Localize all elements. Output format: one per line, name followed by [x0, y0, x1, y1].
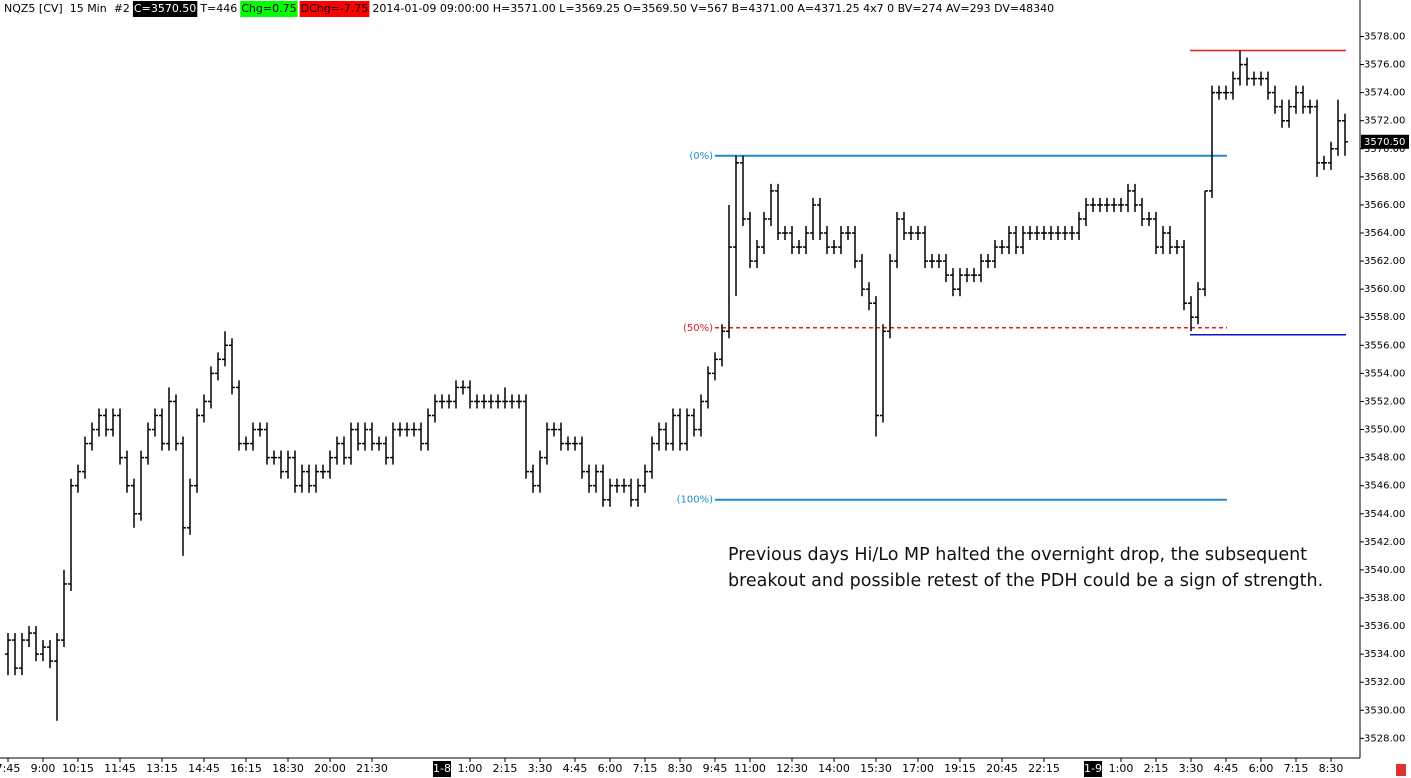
- last-price-label: 3570.50: [1364, 137, 1405, 148]
- x-tick-label: 11:00: [734, 762, 766, 775]
- corner-button[interactable]: [1396, 764, 1406, 776]
- x-tick-label: 18:30: [272, 762, 304, 775]
- date-marker-label: 1-9: [1084, 762, 1102, 775]
- x-tick-label: 20:45: [986, 762, 1018, 775]
- x-tick-label: 4:45: [1214, 762, 1239, 775]
- header-highlight: [299, 1, 370, 17]
- x-tick-label: 8:30: [1319, 762, 1344, 775]
- x-tick-label: 14:00: [818, 762, 850, 775]
- y-tick-label: 3578.00: [1364, 31, 1405, 42]
- x-tick-label: 9:45: [703, 762, 728, 775]
- y-tick-label: 3530.00: [1364, 705, 1405, 716]
- x-tick-label: 14:45: [188, 762, 220, 775]
- x-tick-label: 12:30: [776, 762, 808, 775]
- y-tick-label: 3566.00: [1364, 200, 1405, 211]
- y-tick-label: 3568.00: [1364, 172, 1405, 183]
- x-tick-label: 17:00: [902, 762, 934, 775]
- y-tick-label: 3532.00: [1364, 677, 1405, 688]
- x-tick-label: 6:00: [598, 762, 623, 775]
- x-tick-label: 22:15: [1028, 762, 1060, 775]
- y-tick-label: 3554.00: [1364, 368, 1405, 379]
- annotation: breakout and possible retest of the PDH …: [728, 571, 1323, 591]
- x-tick-label: 20:00: [314, 762, 346, 775]
- y-tick-label: 3564.00: [1364, 228, 1405, 239]
- y-tick-label: 3528.00: [1364, 733, 1405, 744]
- y-tick-label: 3576.00: [1364, 60, 1405, 71]
- x-tick-label: 16:15: [230, 762, 262, 775]
- x-tick-label: 7:15: [1284, 762, 1309, 775]
- header-item: 2014-01-09 09:00:00 H=3571.00 L=3569.25 …: [372, 2, 1054, 15]
- x-tick-label: 1:00: [1109, 762, 1134, 775]
- y-tick-label: 3548.00: [1364, 453, 1405, 464]
- fib-level-label: (100%): [677, 495, 713, 506]
- y-tick-label: 3574.00: [1364, 88, 1405, 99]
- header-item: DChg=-7.75: [301, 2, 369, 15]
- x-tick-label: 3:30: [528, 762, 553, 775]
- y-tick-label: 3546.00: [1364, 481, 1405, 492]
- header-item: T=446: [199, 2, 237, 15]
- y-tick-label: 3556.00: [1364, 340, 1405, 351]
- y-tick-label: 3562.00: [1364, 256, 1405, 267]
- y-tick-label: 3572.00: [1364, 116, 1405, 127]
- x-tick-label: 7:45: [0, 762, 20, 775]
- x-tick-label: 2:15: [493, 762, 518, 775]
- x-tick-label: 3:30: [1179, 762, 1204, 775]
- x-tick-label: 8:30: [668, 762, 693, 775]
- header-highlight: [240, 1, 298, 17]
- y-tick-label: 3558.00: [1364, 312, 1405, 323]
- x-tick-label: 7:15: [633, 762, 658, 775]
- x-tick-label: 1:00: [458, 762, 483, 775]
- fib-level-label: (50%): [683, 323, 713, 334]
- x-tick-label: 9:00: [31, 762, 56, 775]
- header-highlight: [132, 1, 198, 17]
- x-tick-label: 15:30: [860, 762, 892, 775]
- x-tick-label: 2:15: [1144, 762, 1169, 775]
- y-tick-label: 3534.00: [1364, 649, 1405, 660]
- y-tick-label: 3550.00: [1364, 425, 1405, 436]
- y-tick-label: 3570.00: [1364, 144, 1405, 155]
- x-tick-label: 10:15: [62, 762, 94, 775]
- date-marker-box: [1084, 761, 1102, 777]
- y-tick-label: 3560.00: [1364, 284, 1405, 295]
- y-tick-label: 3542.00: [1364, 537, 1405, 548]
- header-item: Chg=0.75: [241, 2, 296, 15]
- y-tick-label: 3540.00: [1364, 565, 1405, 576]
- y-tick-label: 3544.00: [1364, 509, 1405, 520]
- annotation: Previous days Hi/Lo MP halted the overni…: [728, 545, 1307, 565]
- y-tick-label: 3552.00: [1364, 396, 1405, 407]
- x-tick-label: 19:15: [944, 762, 976, 775]
- x-tick-label: 21:30: [356, 762, 388, 775]
- x-tick-label: 4:45: [563, 762, 588, 775]
- x-tick-label: 13:15: [146, 762, 178, 775]
- y-tick-label: 3538.00: [1364, 593, 1405, 604]
- header-item: NQZ5 [CV] 15 Min #2: [4, 2, 130, 15]
- date-marker-label: 1-8: [433, 762, 451, 775]
- y-tick-label: 3536.00: [1364, 621, 1405, 632]
- last-price-box: [1361, 134, 1409, 149]
- fib-level-label: (0%): [689, 151, 713, 162]
- x-tick-label: 11:45: [104, 762, 136, 775]
- date-marker-box: [433, 761, 451, 777]
- header-item: C=3570.50: [134, 2, 196, 15]
- x-tick-label: 6:00: [1249, 762, 1274, 775]
